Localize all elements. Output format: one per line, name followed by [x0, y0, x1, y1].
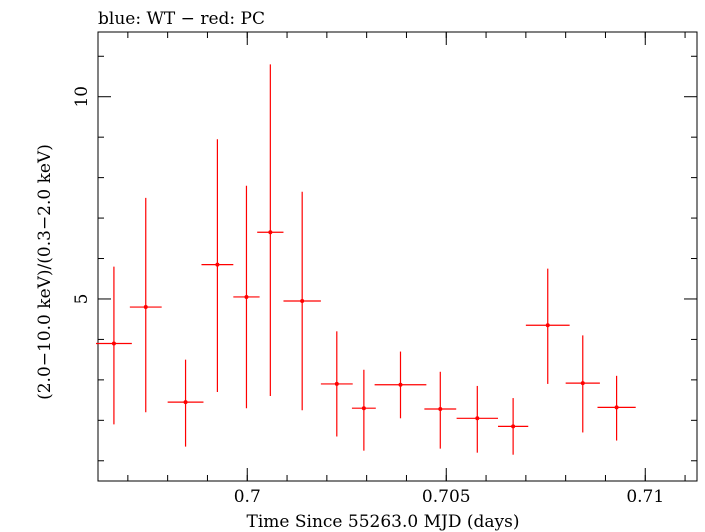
x-axis: 0.7 0.705 0.71: [127, 32, 686, 507]
point-marker: [268, 230, 273, 235]
data-point: [456, 385, 498, 453]
data-point: [233, 185, 260, 409]
point-marker: [244, 294, 249, 299]
data-point: [525, 268, 570, 384]
x-tick-label: 0.7: [234, 487, 261, 507]
data-point: [129, 197, 162, 413]
point-marker: [614, 405, 619, 410]
point-marker: [215, 262, 220, 267]
point-marker: [183, 400, 188, 405]
y-axis: 5 10: [72, 55, 697, 462]
point-marker: [143, 305, 148, 310]
point-marker: [545, 323, 550, 328]
y-axis-label: (2.0−10.0 keV)/(0.3−2.0 keV): [35, 144, 55, 400]
data-point: [565, 335, 600, 433]
point-marker: [438, 407, 443, 411]
point-marker: [111, 341, 116, 346]
data-point: [498, 398, 529, 455]
point-marker: [511, 424, 516, 429]
plot-frame: [97, 31, 698, 482]
data-point: [351, 369, 376, 451]
data-point: [320, 331, 353, 437]
chart-title: blue: WT − red: PC: [98, 9, 265, 29]
data-series-pc: [96, 64, 636, 455]
y-tick-label: 5: [72, 294, 92, 305]
x-tick-label: 0.71: [626, 487, 664, 507]
data-point: [257, 64, 284, 397]
data-point: [167, 359, 204, 447]
y-tick-label: 10: [72, 86, 92, 108]
data-point: [201, 139, 234, 393]
data-point: [283, 191, 321, 411]
point-marker: [398, 382, 403, 387]
x-tick-label: 0.705: [422, 487, 471, 507]
point-marker: [580, 381, 585, 386]
data-point: [96, 266, 132, 425]
data-point: [597, 375, 636, 441]
point-marker: [475, 416, 480, 421]
x-axis-label: Time Since 55263.0 MJD (days): [247, 512, 520, 532]
point-marker: [361, 406, 366, 411]
data-point: [374, 351, 427, 419]
point-marker: [300, 299, 305, 303]
point-marker: [334, 381, 339, 386]
data-point: [424, 371, 457, 449]
